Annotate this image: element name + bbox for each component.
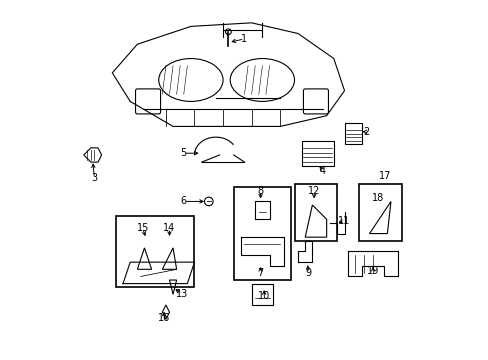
Text: 17: 17 <box>379 171 391 181</box>
Text: 19: 19 <box>366 266 379 276</box>
Text: 16: 16 <box>158 312 170 323</box>
Text: 2: 2 <box>362 127 368 137</box>
Bar <box>358 184 401 241</box>
Bar <box>116 216 194 287</box>
Bar <box>251 284 272 305</box>
Text: 9: 9 <box>305 268 311 278</box>
Text: 7: 7 <box>257 268 263 278</box>
Text: 4: 4 <box>319 166 325 176</box>
Text: 12: 12 <box>307 186 320 196</box>
Text: 14: 14 <box>163 223 175 233</box>
Bar <box>301 141 333 166</box>
Text: 5: 5 <box>180 148 186 158</box>
Text: 6: 6 <box>181 197 186 206</box>
Bar <box>233 187 290 280</box>
Text: 15: 15 <box>136 223 148 233</box>
Text: 18: 18 <box>371 193 384 203</box>
Text: 1: 1 <box>241 34 247 44</box>
Text: 13: 13 <box>176 289 188 299</box>
Text: 3: 3 <box>91 173 97 183</box>
Text: 11: 11 <box>338 216 350 226</box>
Text: 10: 10 <box>258 291 270 301</box>
Text: 8: 8 <box>257 186 263 196</box>
Bar <box>294 184 337 241</box>
Bar <box>344 123 362 144</box>
